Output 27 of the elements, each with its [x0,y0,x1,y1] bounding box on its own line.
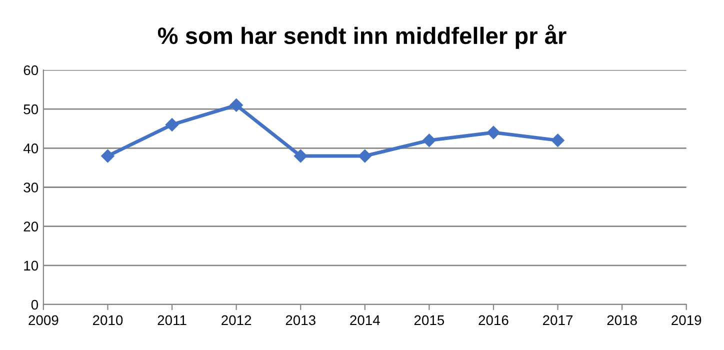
point [486,126,500,140]
x-tick-label: 2015 [414,315,444,326]
y-tick-label: 60 [24,65,38,76]
y-tick-label: 10 [24,260,38,271]
x-tick-label: 2010 [92,315,123,326]
point [422,134,436,147]
chart-title: % som har sendt inn middfeller pr år [158,24,566,49]
point [101,149,114,163]
x-tick-label: 2012 [222,315,252,326]
point [294,149,308,163]
x-tick-label: 2017 [543,315,573,326]
x-tick-label: 2018 [607,315,637,326]
y-tick-label: 50 [24,104,38,114]
x-tick-label: 2009 [28,315,58,326]
point [165,118,179,132]
y-tick-label: 30 [24,182,38,192]
x-tick-label: 2016 [478,315,508,326]
y-tick-label: 40 [23,144,38,154]
y-tick-label: 20 [24,222,38,232]
x-tick-label: 2011 [158,315,186,326]
point [551,134,564,147]
x-tick-label: 2013 [286,315,316,326]
y-tick-label: 0 [31,300,38,310]
point [230,98,243,112]
x-tick-label: 2014 [350,315,380,326]
point [358,149,372,163]
x-tick-label: 2019 [672,315,702,326]
